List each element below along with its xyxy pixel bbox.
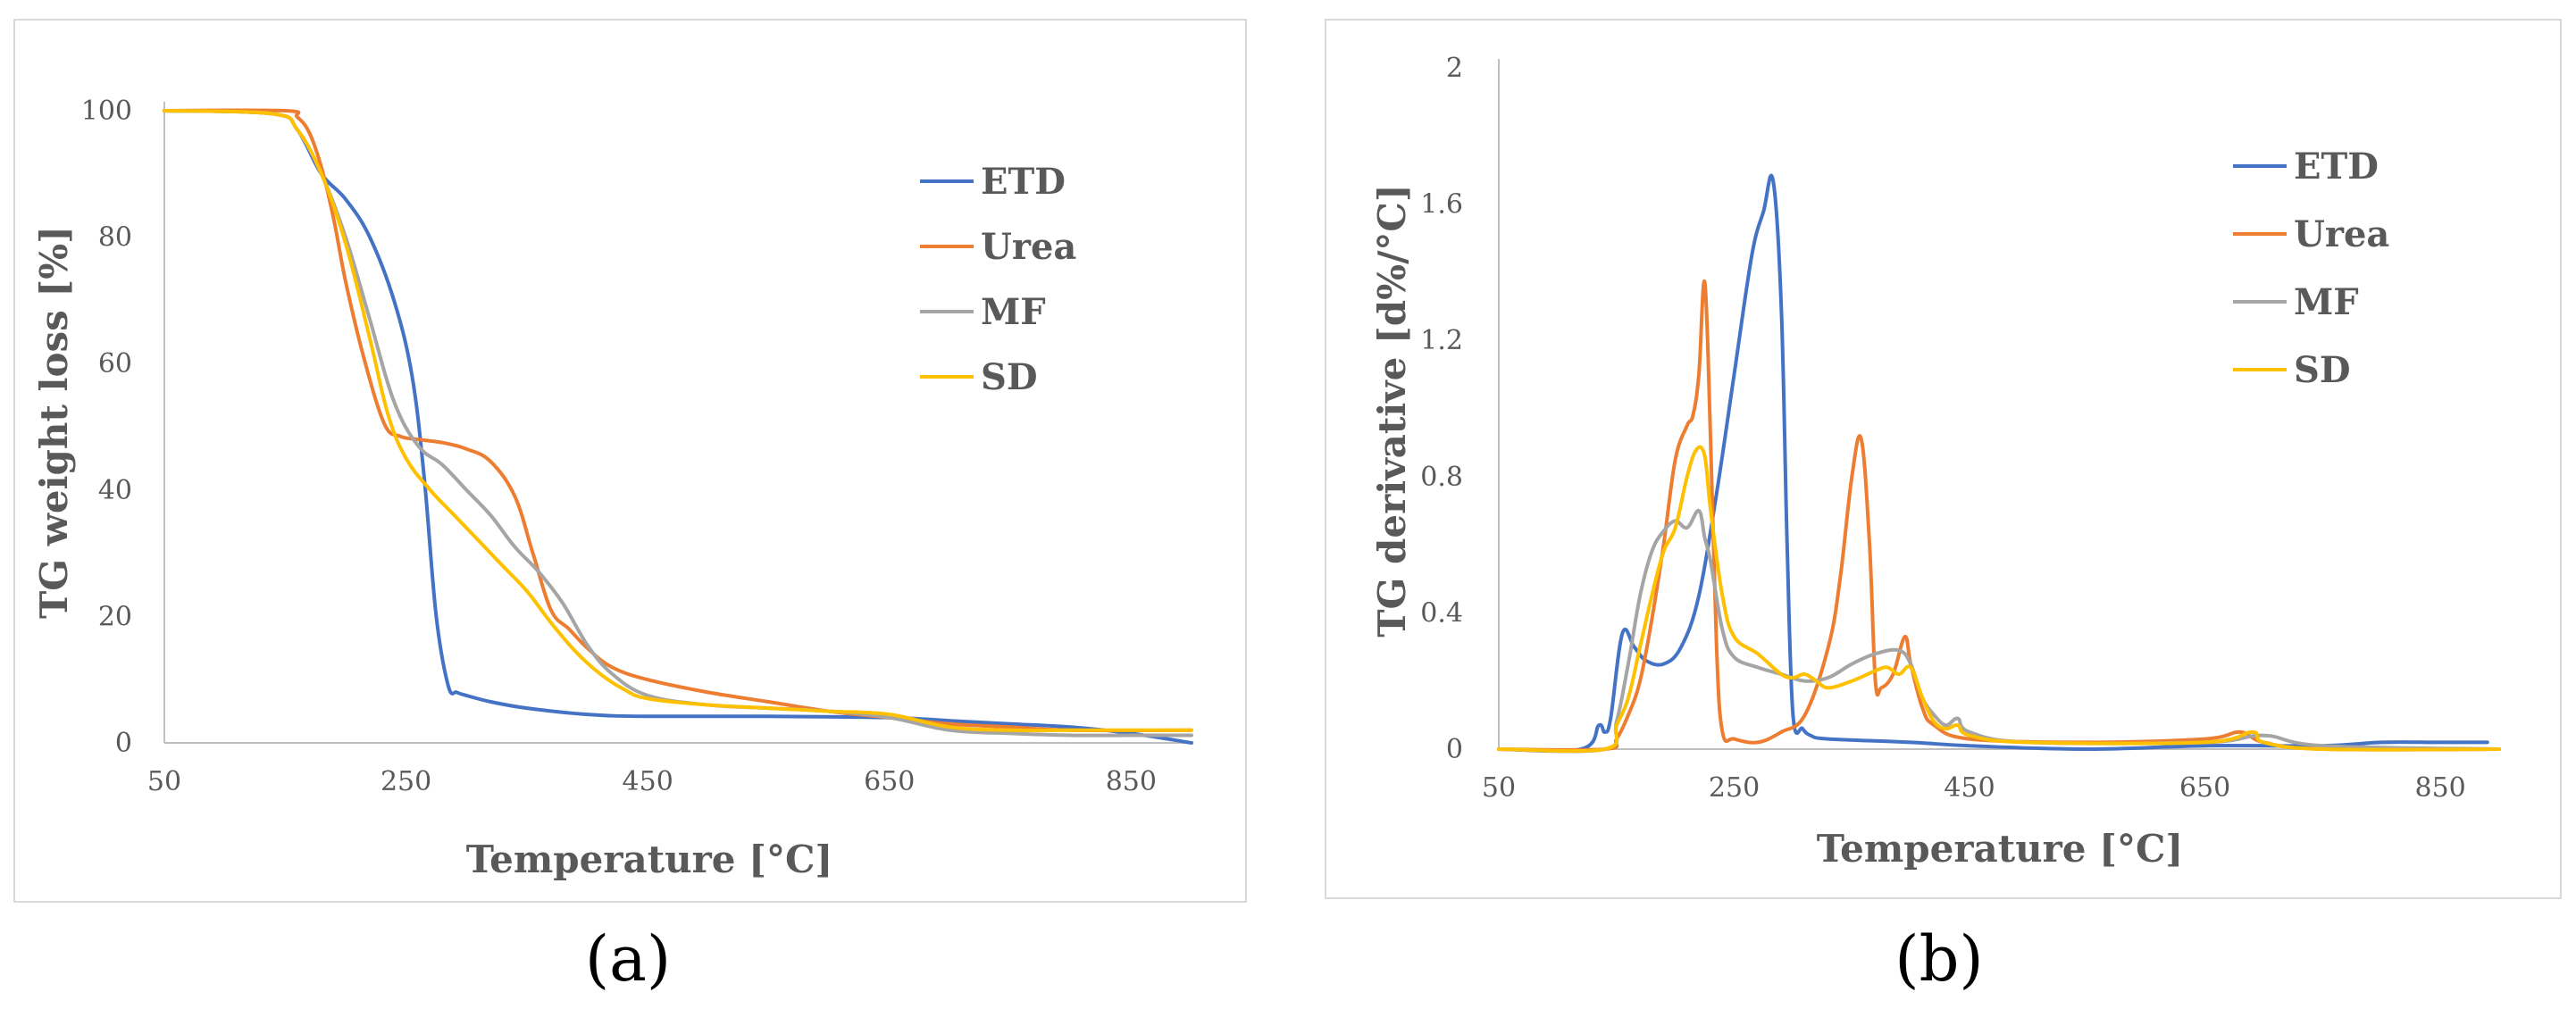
chart-b-y-tick-label: 0.8 (1420, 462, 1463, 493)
chart-a-y-axis-title: TG weight loss [%] (32, 226, 76, 619)
chart-b-y-tick-label: 1.2 (1420, 325, 1463, 356)
chart-b-legend-label: MF (2294, 281, 2359, 323)
chart-b-y-tick-label: 1.6 (1420, 189, 1463, 221)
chart-a-legend: ETD Urea MF SD (920, 161, 1076, 398)
chart-a-series (163, 108, 1193, 745)
chart-a-x-tick-label: 50 (147, 766, 181, 797)
caption-b: (b) (1894, 922, 1983, 996)
chart-a-legend-label: ETD (981, 161, 1066, 203)
chart-panel-b: 50 250 450 650 850 0 0.4 0.8 1.2 1.6 2 ETD Urea MF SD… (1325, 19, 2562, 899)
chart-b-series-sd-line (1497, 445, 2501, 754)
chart-a-legend-label: MF (981, 291, 1046, 333)
chart-b-legend-label: Urea (2294, 213, 2389, 255)
caption-a: (a) (585, 922, 671, 996)
chart-b-legend-label: SD (2294, 349, 2351, 391)
chart-a-frame (13, 19, 1247, 903)
chart-a-y-tick-label: 40 (98, 475, 132, 506)
chart-b-y-tick-label: 0.4 (1420, 597, 1463, 629)
chart-b-x-tick-label: 650 (2179, 772, 2230, 804)
chart-a-y-tick-label: 20 (98, 601, 132, 632)
chart-a-legend-label: Urea (981, 226, 1076, 268)
chart-a-x-tick-label: 850 (1106, 766, 1157, 797)
chart-b-legend: ETD Urea MF SD (2233, 146, 2389, 391)
chart-b-series (1497, 173, 2501, 754)
chart-a-x-tick-label: 650 (864, 766, 915, 797)
chart-a-y-tick-label: 0 (115, 728, 132, 759)
chart-a-axes: 50 250 450 650 850 0 20 40 60 80 100 (81, 96, 1192, 797)
chart-panel-a: 50 250 450 650 850 0 20 40 60 80 100 ETD Urea MF SD T… (13, 19, 1247, 903)
chart-a-series-sd-line (163, 109, 1193, 733)
chart-a-y-tick-label: 80 (98, 222, 132, 254)
chart-a-x-axis-title: Temperature [°C] (466, 838, 833, 881)
chart-b-x-tick-label: 850 (2414, 772, 2465, 804)
chart-a-x-tick-label: 450 (623, 766, 673, 797)
chart-a-x-tick-label: 250 (381, 766, 431, 797)
chart-a-series-etd-line (163, 109, 1193, 745)
chart-b-x-tick-label: 450 (1944, 772, 1995, 804)
chart-a-y-tick-label: 100 (81, 96, 132, 127)
chart-a-legend-label: SD (981, 356, 1038, 398)
chart-a-y-tick-label: 60 (98, 348, 132, 379)
chart-b-y-axis-title: TG derivative [d%/°C] (1370, 184, 1414, 637)
chart-a-series-mf-line (163, 109, 1193, 738)
chart-b-y-tick-label: 0 (1446, 734, 1463, 765)
chart-b-legend-label: ETD (2294, 146, 2379, 188)
chart-b-y-tick-label: 2 (1446, 53, 1463, 84)
chart-b-x-axis-title: Temperature [°C] (1817, 827, 2184, 871)
chart-b-x-tick-label: 50 (1482, 772, 1516, 804)
chart-b-x-tick-label: 250 (1709, 772, 1760, 804)
chart-b-series-etd-line (1497, 173, 2489, 754)
